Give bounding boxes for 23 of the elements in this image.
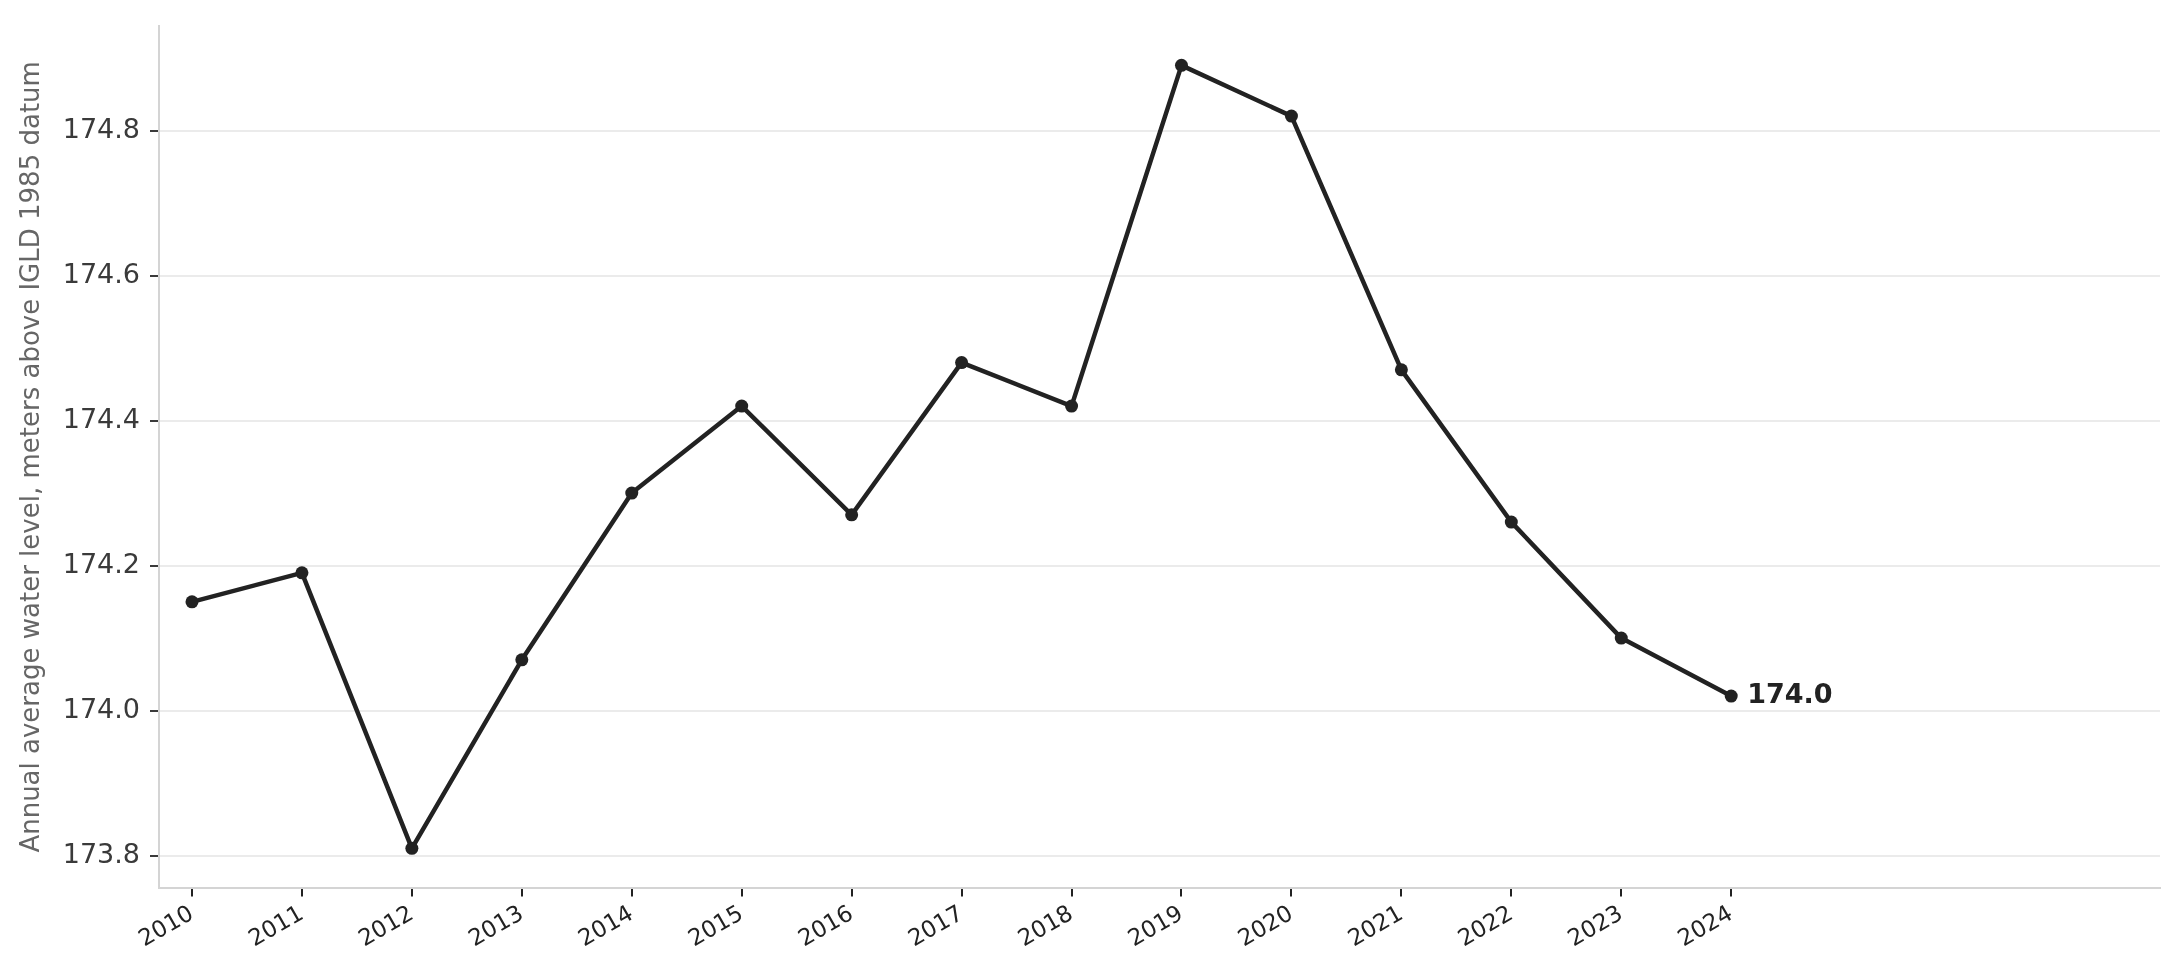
data-label: 174.0 [1747, 678, 1833, 710]
point [1504, 515, 1518, 529]
point [1174, 58, 1188, 72]
point [1284, 109, 1298, 123]
point [845, 508, 859, 522]
y-tick-label: 174.8 [62, 112, 140, 144]
point [405, 841, 419, 855]
point [625, 486, 639, 500]
y-tick-label: 174.4 [62, 402, 140, 434]
point [1394, 363, 1408, 377]
point [1614, 631, 1628, 645]
point [515, 653, 529, 667]
y-tick-label: 174.2 [62, 547, 140, 579]
y-tick-label: 173.8 [62, 837, 140, 869]
point [1065, 399, 1079, 413]
y-axis-title: Annual average water level, meters above IGLD 1985 datum [15, 61, 46, 853]
point [1724, 689, 1738, 703]
point [955, 356, 969, 370]
point [185, 595, 199, 609]
point [735, 399, 749, 413]
y-tick-label: 174.6 [62, 257, 140, 289]
y-tick-label: 174.0 [62, 692, 140, 724]
point [295, 566, 309, 580]
